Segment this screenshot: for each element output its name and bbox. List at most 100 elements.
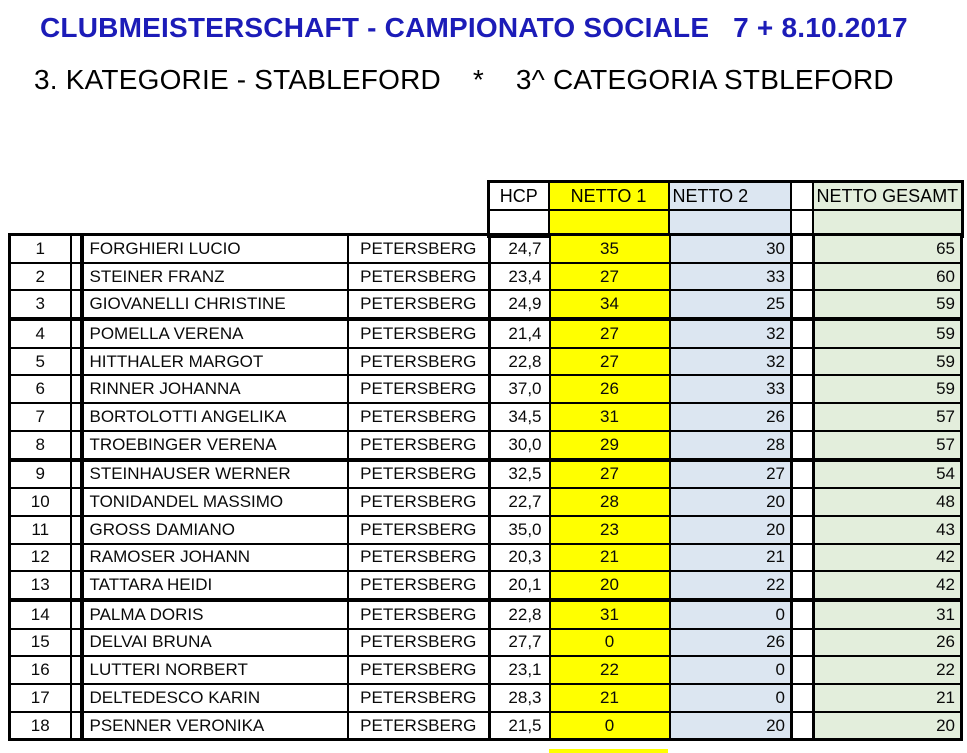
club-cell: PETERSBERG (346, 318, 491, 349)
table-row: 13 TATTARA HEIDI PETERSBERG 20,1 20 22 4… (8, 570, 963, 602)
player-name-cell: RINNER JOHANNA (79, 374, 349, 405)
gesamt-cell: 31 (812, 598, 963, 630)
spacer-cell (69, 233, 83, 264)
club-cell: PETERSBERG (346, 514, 491, 545)
spacer-cell (790, 598, 815, 630)
club-cell: PETERSBERG (346, 346, 491, 377)
hcp-cell: 22,8 (488, 598, 551, 630)
gesamt-cell: 60 (812, 261, 963, 292)
player-name-cell: RAMOSER JOHANN (79, 542, 349, 573)
netto1-cell: 0 (548, 627, 671, 658)
player-name-cell: TROEBINGER VERENA (79, 429, 349, 462)
rank-cell: 9 (8, 458, 72, 490)
club-cell: PETERSBERG (346, 429, 491, 462)
netto2-cell: 20 (668, 710, 793, 741)
spacer-cell (69, 542, 83, 573)
hcp-cell: 23,1 (488, 655, 551, 685)
spacer-cell (790, 710, 815, 741)
table-row: 14 PALMA DORIS PETERSBERG 22,8 31 0 31 (8, 598, 963, 630)
category-subtitle: 3. KATEGORIE - STABLEFORD * 3^ CATEGORIA… (34, 64, 894, 95)
hcp-cell: 32,5 (488, 458, 551, 490)
player-name-cell: POMELLA VERENA (79, 318, 349, 349)
netto2-cell: 20 (668, 487, 793, 517)
spacer-cell (69, 289, 83, 322)
player-name-cell: TONIDANDEL MASSIMO (79, 487, 349, 517)
hcp-cell: 20,3 (488, 542, 551, 573)
club-cell: PETERSBERG (346, 487, 491, 517)
player-name-cell: STEINER FRANZ (79, 261, 349, 292)
spacer-cell (69, 374, 83, 405)
player-name-cell: LUTTERI NORBERT (79, 655, 349, 685)
rank-cell: 7 (8, 402, 72, 432)
hcp-cell: 27,7 (488, 627, 551, 658)
rank-cell: 11 (8, 514, 72, 545)
club-cell: PETERSBERG (346, 458, 491, 490)
spacer-cell (790, 233, 815, 264)
gesamt-cell: 21 (812, 683, 963, 713)
spacer-cell (790, 542, 815, 573)
gesamt-column-header: NETTO GESAMT (811, 180, 964, 211)
netto2-cell: 32 (668, 346, 793, 377)
netto1-cell: 0 (548, 710, 671, 741)
netto1-cell: 28 (548, 487, 671, 517)
spacer-cell (790, 374, 815, 405)
table-row: 9 STEINHAUSER WERNER PETERSBERG 32,5 27 … (8, 458, 963, 490)
club-cell: PETERSBERG (346, 655, 491, 685)
spacer-cell (790, 458, 815, 490)
spacer-cell (69, 429, 83, 462)
netto2-cell: 33 (668, 261, 793, 292)
spacer-cell (790, 514, 815, 545)
hcp-cell: 34,5 (488, 402, 551, 432)
table-row: 4 POMELLA VERENA PETERSBERG 21,4 27 32 5… (8, 318, 963, 349)
rank-cell: 8 (8, 429, 72, 462)
table-row: 11 GROSS DAMIANO PETERSBERG 35,0 23 20 4… (8, 514, 963, 545)
netto2-cell: 21 (668, 542, 793, 573)
spacer-cell (790, 683, 815, 713)
netto1-cell: 22 (548, 655, 671, 685)
spacer-cell (69, 514, 83, 545)
gesamt-cell: 59 (812, 374, 963, 405)
rank-cell: 1 (8, 233, 72, 264)
spacer-cell (790, 487, 815, 517)
netto2-cell: 0 (668, 655, 793, 685)
spacer-cell (69, 683, 83, 713)
netto2-cell: 27 (668, 458, 793, 490)
netto1-cell: 31 (548, 402, 671, 432)
spacer-cell (790, 346, 815, 377)
header-spacer-cell (789, 180, 814, 211)
rank-cell: 6 (8, 374, 72, 405)
empty-cell (811, 209, 964, 238)
netto1-cell: 23 (548, 514, 671, 545)
table-row: 7 BORTOLOTTI ANGELIKA PETERSBERG 34,5 31… (8, 402, 963, 432)
spacer-cell (790, 655, 815, 685)
spacer-cell (790, 627, 815, 658)
table-row: 8 TROEBINGER VERENA PETERSBERG 30,0 29 2… (8, 429, 963, 462)
gesamt-cell: 65 (812, 233, 963, 264)
hcp-cell: 35,0 (488, 514, 551, 545)
gesamt-cell: 57 (812, 402, 963, 432)
table-row: 18 PSENNER VERONIKA PETERSBERG 21,5 0 20… (8, 710, 963, 741)
gesamt-cell: 20 (812, 710, 963, 741)
netto2-cell: 33 (668, 374, 793, 405)
gesamt-cell: 59 (812, 289, 963, 322)
netto1-cell: 27 (548, 261, 671, 292)
spacer-cell (69, 710, 83, 741)
netto2-column-header: NETTO 2 (667, 180, 792, 211)
table-row: 10 TONIDANDEL MASSIMO PETERSBERG 22,7 28… (8, 487, 963, 517)
netto2-cell: 0 (668, 598, 793, 630)
netto1-cell: 31 (548, 598, 671, 630)
hcp-cell: 22,8 (488, 346, 551, 377)
table-row: 1 FORGHIERI LUCIO PETERSBERG 24,7 35 30 … (8, 233, 963, 264)
table-row: 16 LUTTERI NORBERT PETERSBERG 23,1 22 0 … (8, 655, 963, 685)
rank-cell: 5 (8, 346, 72, 377)
hcp-cell: 22,7 (488, 487, 551, 517)
netto1-cell: 21 (548, 683, 671, 713)
player-name-cell: DELTEDESCO KARIN (79, 683, 349, 713)
table-row: 3 GIOVANELLI CHRISTINE PETERSBERG 24,9 3… (8, 289, 963, 322)
score-header-row: HCP NETTO 1 NETTO 2 NETTO GESAMT (487, 180, 964, 211)
club-cell: PETERSBERG (346, 402, 491, 432)
player-name-cell: STEINHAUSER WERNER (79, 458, 349, 490)
club-cell: PETERSBERG (346, 233, 491, 264)
netto1-cell: 34 (548, 289, 671, 322)
